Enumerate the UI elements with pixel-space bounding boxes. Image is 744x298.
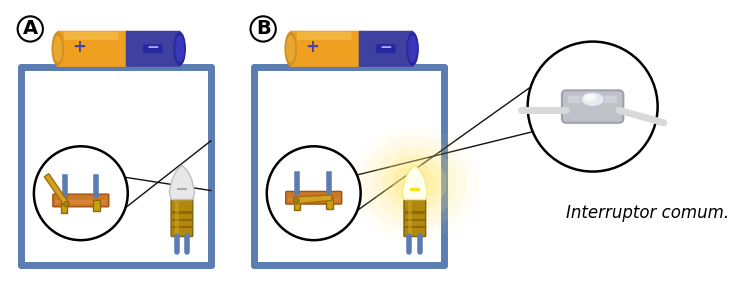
Circle shape [18,16,43,42]
Ellipse shape [362,136,467,230]
Bar [172,211,192,214]
Ellipse shape [178,44,185,53]
Polygon shape [403,165,428,200]
Ellipse shape [581,92,604,107]
Text: −: − [146,41,159,55]
Polygon shape [45,174,68,206]
Text: +: + [305,38,319,56]
Ellipse shape [175,35,185,62]
Text: +: + [72,38,86,56]
Bar [172,218,192,221]
Bar [408,201,412,234]
Ellipse shape [285,44,292,53]
Ellipse shape [583,94,596,101]
Ellipse shape [173,32,186,66]
Circle shape [267,146,361,240]
FancyBboxPatch shape [562,90,623,123]
FancyBboxPatch shape [57,31,129,67]
Bar [175,201,179,234]
Circle shape [251,16,276,42]
Bar [61,201,67,213]
FancyBboxPatch shape [568,96,617,103]
Bar [294,198,300,210]
Bar [405,218,425,221]
Ellipse shape [408,35,417,62]
Circle shape [294,198,299,203]
FancyBboxPatch shape [359,31,414,67]
Ellipse shape [406,32,419,66]
FancyBboxPatch shape [376,44,396,53]
Ellipse shape [51,32,64,66]
FancyBboxPatch shape [404,199,426,237]
Bar [327,198,333,209]
FancyBboxPatch shape [297,32,351,40]
FancyBboxPatch shape [171,199,193,237]
Ellipse shape [373,146,456,221]
Bar [289,198,339,201]
Bar [172,226,192,229]
Text: Interruptor comum.: Interruptor comum. [565,204,728,222]
Polygon shape [170,165,195,200]
Text: −: − [379,41,392,55]
Bar [405,211,425,214]
FancyBboxPatch shape [290,31,362,67]
Circle shape [34,146,128,240]
Text: A: A [23,19,38,38]
Ellipse shape [383,155,446,212]
Ellipse shape [411,44,418,53]
Ellipse shape [52,44,60,53]
FancyBboxPatch shape [143,44,163,53]
FancyBboxPatch shape [286,191,341,204]
Ellipse shape [393,164,437,203]
Bar [56,201,106,204]
Bar [405,226,425,229]
Polygon shape [294,195,332,204]
Ellipse shape [284,32,297,66]
Circle shape [527,42,658,172]
FancyBboxPatch shape [53,194,109,207]
FancyBboxPatch shape [126,31,181,67]
Circle shape [64,201,69,207]
FancyBboxPatch shape [64,32,118,40]
Ellipse shape [54,35,62,62]
Ellipse shape [352,126,478,240]
Bar [94,201,100,211]
Text: B: B [256,19,271,38]
Ellipse shape [286,35,295,62]
